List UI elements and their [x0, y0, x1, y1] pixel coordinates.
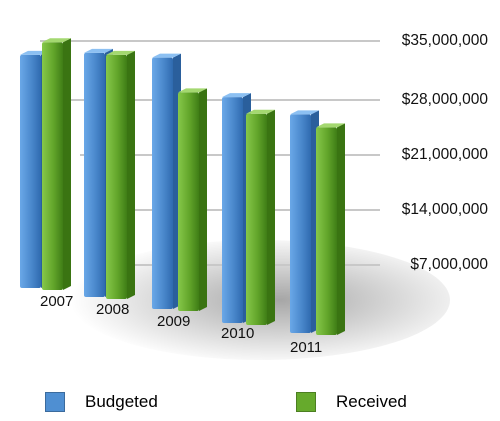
x-category-label: 2007: [40, 293, 74, 310]
x-category-label: 2009: [157, 313, 191, 330]
y-tick-label: $35,000,000: [401, 32, 488, 49]
y-tick-label: $14,000,000: [401, 201, 488, 218]
legend-item-received: Received: [296, 392, 407, 412]
x-category-label: 2011: [290, 339, 323, 356]
x-category-label: 2008: [96, 301, 130, 318]
legend-swatch-budgeted: [45, 392, 65, 412]
legend-label-received: Received: [336, 392, 407, 411]
bar-received: [316, 123, 345, 335]
y-tick-label: $21,000,000: [401, 146, 488, 163]
bar-budgeted: [290, 110, 319, 333]
bar-received: [246, 109, 275, 325]
x-category-label: 2010: [221, 325, 255, 342]
bar-received: [178, 88, 207, 311]
legend-item-budgeted: Budgeted: [45, 392, 158, 412]
y-tick-label: $7,000,000: [410, 256, 488, 273]
legend-swatch-received: [296, 392, 316, 412]
legend-label-budgeted: Budgeted: [85, 392, 158, 411]
bar-received: [106, 50, 135, 299]
y-tick-label: $28,000,000: [401, 91, 488, 108]
bar-received: [42, 38, 71, 291]
bar-budgeted: [152, 53, 181, 310]
